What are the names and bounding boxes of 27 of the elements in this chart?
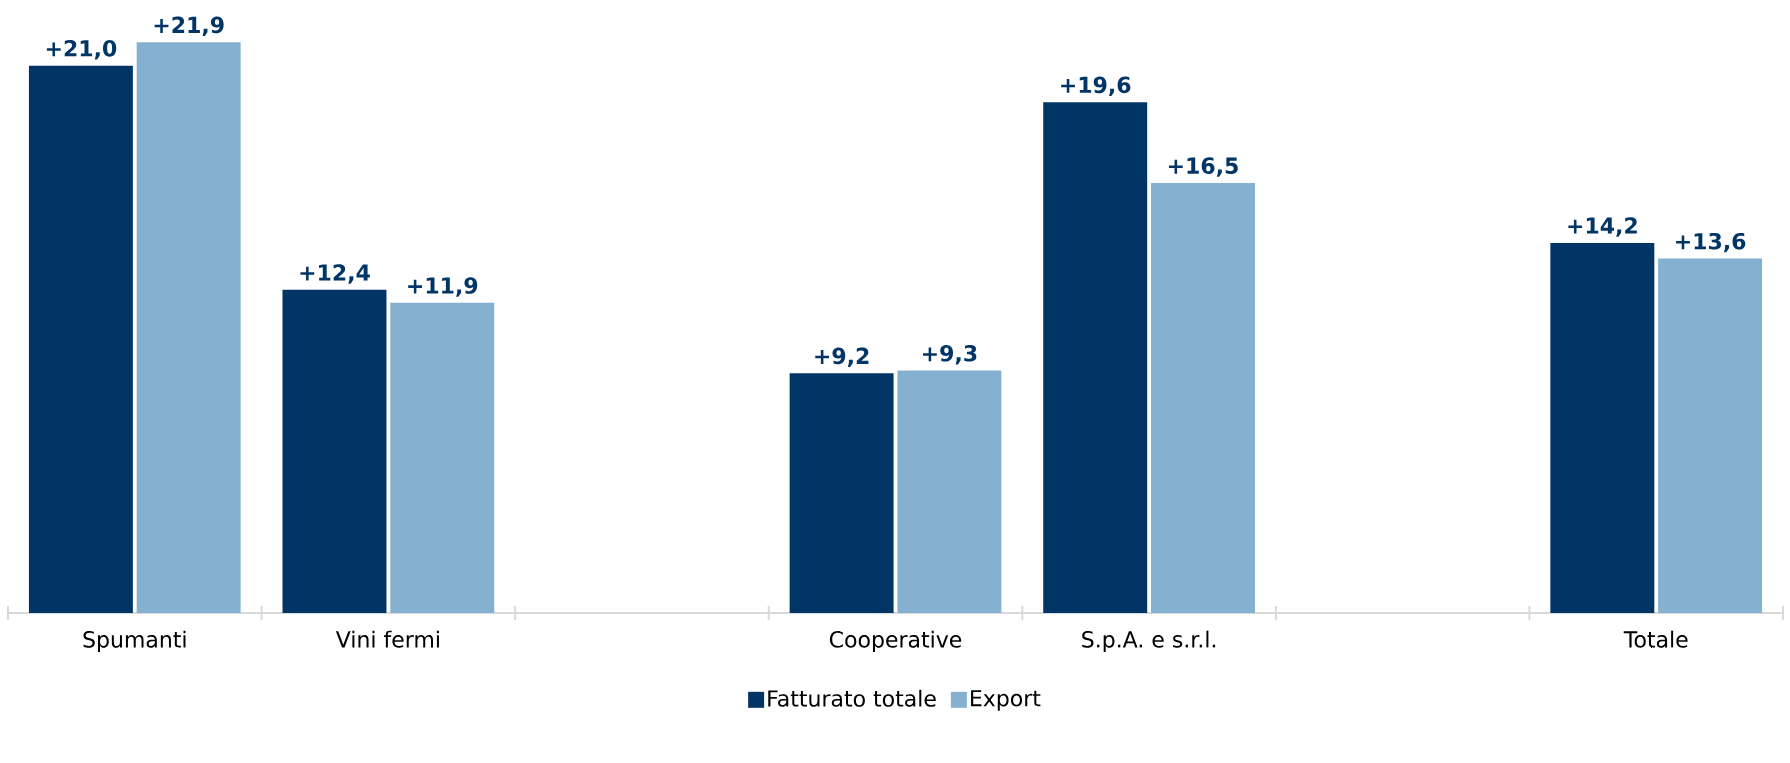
data-label: +9,3 bbox=[923, 344, 977, 365]
x-tick-label: Vini fermi bbox=[335, 630, 439, 648]
bar bbox=[1150, 182, 1255, 613]
data-label: +12,4 bbox=[300, 264, 370, 284]
data-label: +19,6 bbox=[1061, 76, 1131, 96]
data-label: +9,2 bbox=[815, 347, 869, 368]
legend-label: Export bbox=[971, 690, 1041, 711]
x-tick-label: Cooperative bbox=[829, 630, 962, 652]
data-label: +13,6 bbox=[1676, 232, 1746, 253]
bar bbox=[1043, 102, 1148, 613]
data-label: +11,9 bbox=[408, 277, 478, 297]
x-tick-label: S.p.A. e s.r.l. bbox=[1082, 630, 1216, 652]
legend-label: Fatturato totale bbox=[768, 689, 936, 707]
data-label: +21,9 bbox=[154, 16, 224, 37]
bar bbox=[1658, 258, 1763, 613]
bar bbox=[390, 302, 495, 613]
bar bbox=[1550, 242, 1655, 613]
bar bbox=[789, 373, 894, 613]
x-tick-label: Spumanti bbox=[83, 630, 186, 652]
x-tick-label: Totale bbox=[1623, 630, 1688, 648]
data-label: +16,5 bbox=[1168, 157, 1238, 177]
data-label: +21,0 bbox=[46, 40, 117, 60]
bar bbox=[282, 289, 387, 613]
bar bbox=[897, 370, 1002, 613]
data-label: +14,2 bbox=[1568, 217, 1637, 237]
bar bbox=[28, 65, 133, 613]
bar bbox=[136, 42, 241, 613]
